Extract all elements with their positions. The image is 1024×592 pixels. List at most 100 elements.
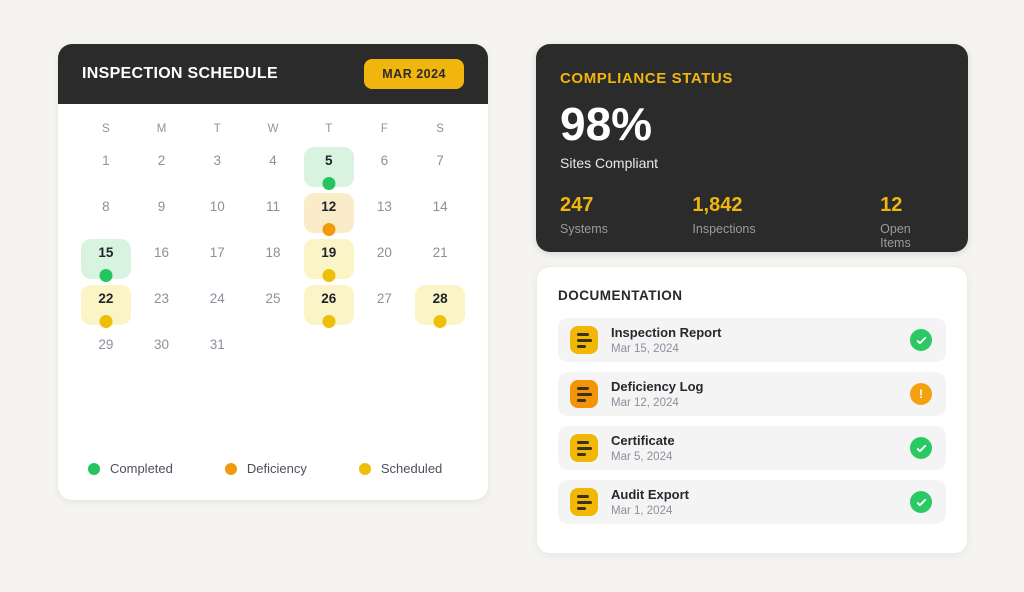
document-row[interactable]: Certificate Mar 5, 2024 [558, 426, 946, 470]
calendar-day[interactable]: 16 [134, 239, 190, 279]
day-number: 13 [376, 199, 392, 214]
legend-label: Deficiency [246, 461, 307, 476]
calendar-day[interactable]: 18 [245, 239, 301, 279]
month-badge[interactable]: MAR 2024 [364, 59, 464, 89]
day-number: 22 [98, 291, 114, 306]
document-row[interactable]: Deficiency Log Mar 12, 2024! [558, 372, 946, 416]
stat-label: Inspections [692, 222, 756, 236]
compliance-percentage-label: Sites Compliant [560, 155, 659, 171]
day-number: 28 [432, 291, 448, 306]
calendar-day[interactable]: 11 [245, 193, 301, 233]
document-date: Mar 5, 2024 [611, 451, 673, 463]
exclamation-icon: ! [910, 383, 932, 405]
calendar-day[interactable]: 14 [412, 193, 468, 233]
schedule-header: INSPECTION SCHEDULE MAR 2024 [58, 44, 488, 104]
day-number: 3 [213, 153, 222, 168]
day-number: 31 [209, 337, 225, 352]
day-number: 21 [432, 245, 448, 260]
stat-value: 1,842 [692, 194, 743, 216]
calendar-day[interactable]: 8 [78, 193, 134, 233]
calendar-day[interactable]: 19 [301, 239, 357, 282]
calendar-day[interactable]: 1 [78, 147, 134, 187]
day-number: 8 [102, 199, 110, 214]
document-row[interactable]: Audit Export Mar 1, 2024 [558, 480, 946, 524]
calendar-day[interactable]: 24 [189, 285, 245, 325]
calendar-day[interactable]: 25 [245, 285, 301, 325]
compliance-title: COMPLIANCE STATUS [560, 70, 733, 87]
stat-value: 12 [880, 194, 903, 216]
document-date: Mar 1, 2024 [611, 505, 673, 517]
calendar-day[interactable]: 17 [189, 239, 245, 279]
document-date: Mar 12, 2024 [611, 397, 679, 409]
document-title: Inspection Report [611, 325, 722, 340]
weekday-header: T [213, 123, 221, 135]
day-number: 29 [98, 337, 114, 352]
calendar-day[interactable]: 15 [78, 239, 134, 282]
legend-item-scheduled: Scheduled [358, 461, 442, 476]
stat-value: 247 [560, 194, 594, 216]
calendar-day[interactable]: 6 [357, 147, 413, 187]
weekday-header: W [267, 123, 279, 135]
calendar-day[interactable]: 26 [301, 285, 357, 328]
day-number: 23 [154, 291, 170, 306]
calendar-day[interactable]: 13 [357, 193, 413, 233]
check-icon [910, 491, 932, 513]
stat-label: Systems [560, 222, 608, 236]
calendar-day[interactable]: 9 [134, 193, 190, 233]
day-number: 27 [376, 291, 392, 306]
day-number: 7 [436, 153, 444, 168]
legend-label: Completed [110, 461, 173, 476]
calendar-day[interactable]: 5 [301, 147, 357, 190]
deficiency-dot-icon [224, 462, 237, 475]
day-number: 14 [432, 199, 448, 214]
calendar-grid: 1 2 3 4 5 6 7 8 9 10 11 12 13 14 15 16 17 18 19 20 21 22 23 24 2… [78, 147, 468, 371]
day-number: 17 [209, 245, 225, 260]
document-date: Mar 15, 2024 [611, 343, 679, 355]
calendar-day[interactable]: 2 [134, 147, 190, 187]
legend-item-deficiency: Deficiency [224, 461, 307, 476]
calendar-day[interactable]: 22 [78, 285, 134, 328]
completed-dot-icon [88, 462, 100, 475]
document-title: Certificate [611, 433, 675, 448]
weekday-header: S [436, 123, 444, 135]
document-lines-icon [570, 434, 598, 462]
calendar-day[interactable]: 23 [134, 285, 190, 325]
calendar-day[interactable]: 20 [357, 239, 413, 279]
compliance-stat: 1,842 Inspections [692, 194, 880, 250]
calendar-day[interactable]: 21 [412, 239, 468, 279]
document-row[interactable]: Inspection Report Mar 15, 2024 [558, 318, 946, 362]
calendar-day[interactable]: 3 [189, 147, 245, 187]
compliance-status-card: COMPLIANCE STATUS 98% Sites Compliant 24… [536, 44, 968, 252]
calendar-day[interactable]: 27 [357, 285, 413, 325]
day-number: 15 [98, 245, 114, 260]
day-number: 10 [209, 199, 225, 214]
day-number: 1 [102, 153, 110, 168]
day-number: 9 [157, 199, 166, 214]
calendar-day[interactable]: 30 [134, 331, 190, 371]
document-title: Audit Export [611, 487, 689, 502]
scheduled-dot-icon [322, 269, 336, 282]
day-number: 11 [265, 199, 280, 214]
calendar-day[interactable]: 28 [412, 285, 468, 328]
calendar-day[interactable]: 12 [301, 193, 357, 236]
calendar-day[interactable]: 10 [189, 193, 245, 233]
deficiency-dot-icon [322, 223, 336, 236]
day-number: 19 [321, 245, 337, 260]
compliance-stat: 12 Open Items [880, 194, 944, 250]
check-icon [910, 329, 932, 351]
compliance-percentage: 98% [560, 98, 653, 150]
day-number: 20 [376, 245, 392, 260]
document-lines-icon [570, 326, 598, 354]
calendar-day[interactable]: 29 [78, 331, 134, 371]
calendar-day[interactable]: 7 [412, 147, 468, 187]
scheduled-dot-icon [358, 462, 371, 475]
calendar-day[interactable]: 31 [189, 331, 245, 371]
weekday-header: F [380, 123, 388, 135]
day-number: 26 [321, 291, 337, 306]
day-number: 6 [380, 153, 389, 168]
document-title: Deficiency Log [611, 379, 704, 394]
calendar-day[interactable]: 4 [245, 147, 301, 187]
day-number: 5 [324, 153, 333, 168]
